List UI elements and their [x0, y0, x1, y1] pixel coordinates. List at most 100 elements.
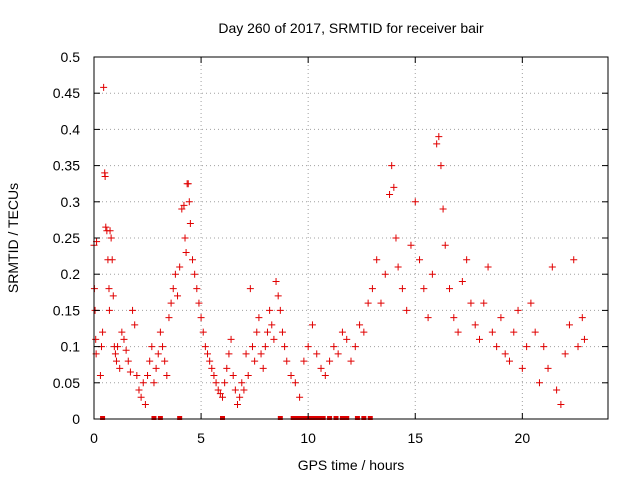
zero-value-point [354, 416, 360, 420]
y-tick-label: 0.05 [53, 375, 80, 391]
data-point [553, 386, 561, 394]
data-point [171, 270, 179, 278]
data-point [193, 285, 201, 293]
data-point [407, 241, 415, 249]
data-point [100, 83, 108, 91]
data-point [169, 285, 177, 293]
data-point [565, 321, 573, 329]
data-point [263, 328, 271, 336]
data-point [416, 256, 424, 264]
data-point [394, 263, 402, 271]
data-point [144, 372, 152, 380]
data-point [347, 357, 355, 365]
data-point [304, 343, 312, 351]
data-point [229, 372, 237, 380]
data-point [185, 198, 193, 206]
data-point [467, 299, 475, 307]
data-point [441, 241, 449, 249]
data-point [497, 314, 505, 322]
data-point [403, 306, 411, 314]
data-point [454, 328, 462, 336]
data-point [291, 379, 299, 387]
data-point [334, 350, 342, 358]
data-point [180, 201, 188, 209]
zero-value-point [361, 416, 367, 420]
data-point [326, 357, 334, 365]
data-point [360, 328, 368, 336]
data-point [223, 364, 231, 372]
data-point [255, 314, 263, 322]
data-point [186, 220, 194, 228]
data-point [501, 350, 509, 358]
data-point [214, 386, 222, 394]
data-point [191, 270, 199, 278]
data-point [244, 372, 252, 380]
data-point [330, 343, 338, 351]
zero-value-point [151, 416, 157, 420]
data-point [163, 372, 171, 380]
data-point [139, 379, 147, 387]
data-point [199, 328, 207, 336]
data-point [439, 205, 447, 213]
zero-value-point [344, 416, 350, 420]
axis-ticks [93, 56, 608, 420]
zero-value-markers [100, 416, 373, 420]
data-point [112, 357, 120, 365]
data-point [458, 277, 466, 285]
data-point [219, 393, 226, 401]
data-point [184, 180, 192, 188]
x-tick-label: 5 [197, 430, 205, 446]
x-tick-label: 10 [300, 430, 316, 446]
data-point [221, 379, 229, 387]
data-point [159, 343, 167, 351]
data-point [257, 350, 265, 358]
data-point [114, 343, 122, 351]
zero-value-point [290, 416, 296, 420]
data-point [195, 299, 203, 307]
data-point [574, 343, 582, 351]
data-point [463, 256, 471, 264]
data-point [488, 328, 496, 336]
data-point [570, 256, 578, 264]
chart-title: Day 260 of 2017, SRMTID for receiver bai… [218, 20, 484, 36]
x-tick-label: 0 [90, 430, 98, 446]
data-point [548, 263, 556, 271]
zero-value-point [157, 416, 163, 420]
data-point [92, 335, 100, 343]
data-point [281, 343, 289, 351]
data-point [296, 393, 304, 401]
data-point [105, 285, 113, 293]
data-point [476, 335, 483, 343]
data-point [308, 321, 316, 329]
data-point [317, 364, 325, 372]
data-point [101, 172, 109, 180]
data-point [246, 285, 254, 293]
data-point [107, 234, 115, 242]
data-point [126, 368, 134, 376]
data-point [150, 379, 158, 387]
y-tick-label: 0.2 [61, 266, 81, 282]
data-point [174, 292, 182, 300]
data-point [471, 321, 479, 329]
data-point [446, 285, 454, 293]
data-point [424, 314, 432, 322]
data-point [544, 364, 552, 372]
data-point [152, 364, 160, 372]
data-point [514, 306, 522, 314]
zero-value-point [339, 416, 345, 420]
data-point [561, 350, 569, 358]
data-point [118, 328, 126, 336]
data-point [167, 299, 175, 307]
data-point [392, 234, 400, 242]
data-point [523, 343, 531, 351]
zero-value-point [316, 416, 322, 420]
data-point [236, 393, 244, 401]
data-point [210, 372, 218, 380]
data-point [493, 343, 501, 351]
data-point [154, 350, 162, 358]
data-point [278, 328, 286, 336]
data-point [398, 285, 406, 293]
data-point [238, 379, 246, 387]
data-point [540, 343, 548, 351]
